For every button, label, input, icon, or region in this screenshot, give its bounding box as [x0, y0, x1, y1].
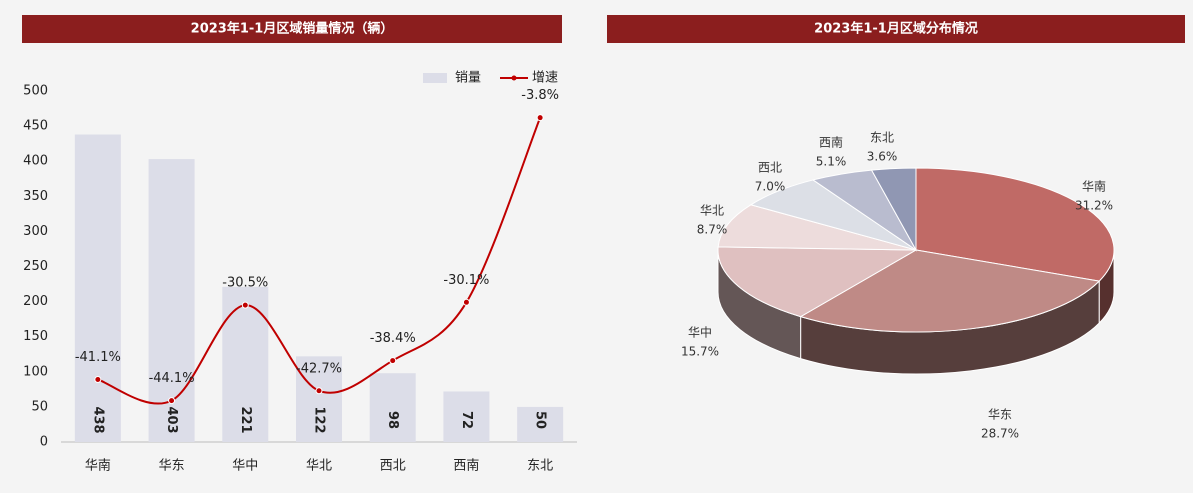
growth-dot [241, 301, 249, 309]
growth-label: -41.1% [75, 350, 121, 365]
bar-label: 403 [164, 406, 179, 433]
bar-label: 72 [459, 411, 474, 429]
pie-label: 华北 [700, 204, 724, 218]
pie-slice [870, 167, 917, 252]
y-tick-label: 0 [40, 435, 48, 450]
growth-dot [462, 298, 470, 306]
growth-label: -44.1% [149, 371, 195, 386]
legend-dot [511, 75, 517, 81]
y-tick-label: 200 [23, 294, 48, 309]
pie-label: 华中 [688, 325, 712, 340]
x-tick-label: 东北 [527, 459, 553, 474]
x-tick-label: 华北 [306, 459, 332, 474]
growth-dot [315, 387, 323, 395]
bar [369, 373, 416, 442]
pie-value: 15.7% [681, 345, 719, 359]
pie-value: 7.0% [755, 180, 786, 194]
bar [443, 391, 490, 442]
bar [74, 134, 121, 443]
growth-dot [536, 114, 544, 122]
legend-swatch [423, 73, 447, 83]
pie-slice [799, 249, 1101, 333]
y-tick-label: 250 [23, 259, 48, 274]
header-bar [607, 15, 1185, 43]
growth-label: -42.7% [296, 361, 342, 376]
bar-label: 50 [533, 411, 548, 429]
growth-label: -30.5% [222, 276, 268, 291]
growth-label: -38.4% [370, 331, 416, 346]
growth-dot [94, 376, 102, 384]
pie-value: 31.2% [1075, 199, 1113, 213]
pie-slice [915, 167, 1115, 282]
pie-label: 西北 [758, 161, 782, 175]
x-tick-label: 西北 [380, 459, 406, 474]
y-tick-label: 150 [23, 329, 48, 344]
growth-dot [168, 397, 176, 405]
pie-label: 华东 [988, 408, 1012, 422]
bar-label: 122 [312, 406, 327, 433]
y-tick-label: 100 [23, 364, 48, 379]
pie-label: 西南 [819, 135, 843, 150]
chart-title: 2023年1-1月区域分布情况 [814, 21, 978, 37]
bar-label: 221 [238, 406, 253, 433]
pie-label: 华南 [1082, 179, 1106, 194]
bar-label: 438 [90, 406, 105, 433]
y-tick-label: 350 [23, 189, 48, 204]
bar [296, 356, 342, 442]
pie-slice [717, 246, 918, 318]
pie-label: 东北 [870, 131, 894, 145]
pie-value: 5.1% [816, 155, 847, 169]
pie-value: 3.6% [867, 150, 898, 164]
pie-value: 28.7% [981, 427, 1019, 441]
header-bar [22, 15, 562, 43]
x-tick-label: 华中 [232, 459, 258, 474]
bar [148, 159, 195, 442]
legend-label: 销量 [455, 71, 481, 86]
y-tick-label: 500 [23, 84, 48, 99]
bar-label: 98 [385, 411, 400, 429]
growth-dot [389, 357, 397, 365]
pie-value: 8.7% [697, 223, 728, 237]
legend-label: 增速 [532, 71, 558, 86]
chart-title: 2023年1-1月区域销量情况（辆） [191, 21, 394, 37]
x-tick-label: 华南 [85, 458, 111, 474]
y-tick-label: 450 [23, 119, 48, 134]
pie-slice [717, 204, 917, 251]
y-tick-label: 50 [31, 399, 48, 414]
growth-label: -30.1% [443, 273, 489, 288]
x-tick-label: 华东 [159, 459, 185, 474]
x-tick-label: 西南 [453, 458, 479, 474]
y-tick-label: 400 [23, 154, 48, 169]
bar [517, 406, 564, 442]
y-tick-label: 300 [23, 224, 48, 239]
growth-label: -3.8% [521, 88, 559, 103]
